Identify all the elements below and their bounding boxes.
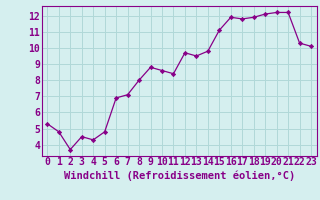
X-axis label: Windchill (Refroidissement éolien,°C): Windchill (Refroidissement éolien,°C) [64, 170, 295, 181]
